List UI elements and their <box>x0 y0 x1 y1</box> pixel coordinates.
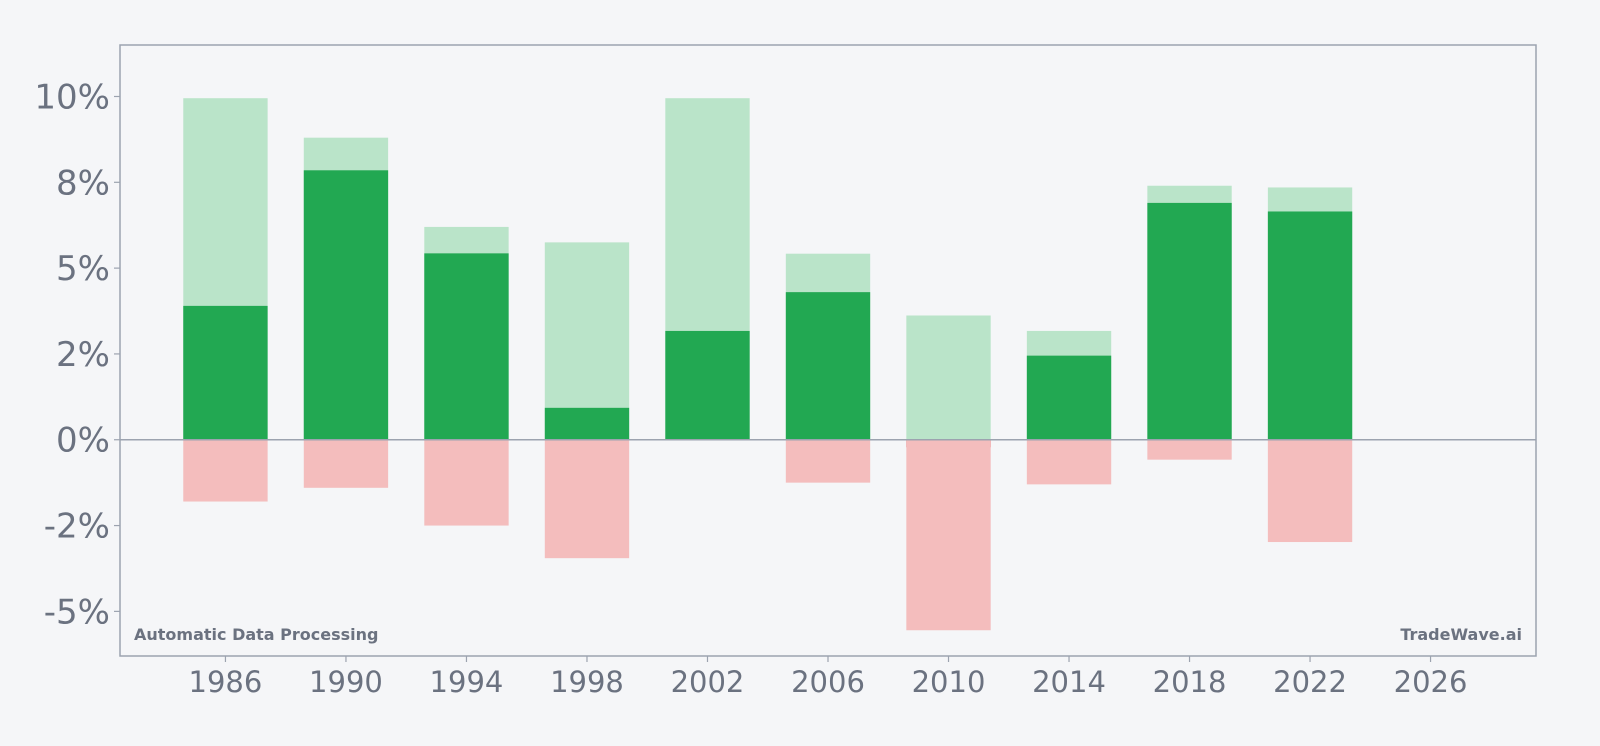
bar-1-2002 <box>665 330 750 440</box>
bar-2-1994 <box>424 439 509 526</box>
bar-1-1990 <box>303 170 389 440</box>
x-tick-label: 2006 <box>791 665 865 699</box>
bar-1-1986 <box>183 305 268 440</box>
x-tick-label: 2018 <box>1153 665 1227 699</box>
x-tick-label: 1994 <box>430 665 504 699</box>
bar-2-1998 <box>544 439 630 559</box>
bar-2-2018 <box>1147 439 1232 460</box>
bar-0-2010 <box>906 315 991 440</box>
y-tick-label: 8% <box>56 163 110 203</box>
bar-2-2010 <box>906 439 991 631</box>
y-tick-label: -5% <box>44 592 110 632</box>
bar-1-2006 <box>785 292 871 440</box>
bar-2-1990 <box>303 439 389 488</box>
bar-2-2022 <box>1267 439 1353 543</box>
company-name-label: Automatic Data Processing <box>134 625 378 644</box>
x-tick-label: 1986 <box>189 665 263 699</box>
bars-group <box>183 98 1353 631</box>
bar-1-2018 <box>1147 202 1232 440</box>
x-axis: 1986 1990 1994 1998 2002 2006 2010 2014 2018 2022… <box>189 656 1468 699</box>
y-axis: 10% 8% 5% 2% 0% -2% -5% <box>34 77 120 632</box>
y-tick-label: 2% <box>56 335 110 375</box>
bar-1-1994 <box>424 253 509 440</box>
brand-watermark-label: TradeWave.ai <box>1400 625 1522 644</box>
x-tick-label: 1998 <box>550 665 624 699</box>
bar-1-2014 <box>1026 355 1112 440</box>
bar-1-1998 <box>544 407 630 440</box>
x-tick-label: 1990 <box>309 665 383 699</box>
y-tick-label: 5% <box>56 249 110 289</box>
y-tick-label: 0% <box>56 421 110 461</box>
x-tick-label: 2014 <box>1032 665 1106 699</box>
x-tick-label: 2002 <box>671 665 745 699</box>
x-tick-label: 2010 <box>912 665 986 699</box>
x-tick-label: 2026 <box>1394 665 1468 699</box>
y-tick-label: 10% <box>34 77 110 117</box>
y-tick-label: -2% <box>44 507 110 547</box>
bar-2-2014 <box>1026 439 1112 485</box>
x-tick-label: 2022 <box>1273 665 1347 699</box>
bar-0-1998 <box>544 242 630 440</box>
bar-2-2006 <box>785 439 871 483</box>
bar-1-2022 <box>1267 211 1353 440</box>
bar-2-1986 <box>183 439 268 502</box>
